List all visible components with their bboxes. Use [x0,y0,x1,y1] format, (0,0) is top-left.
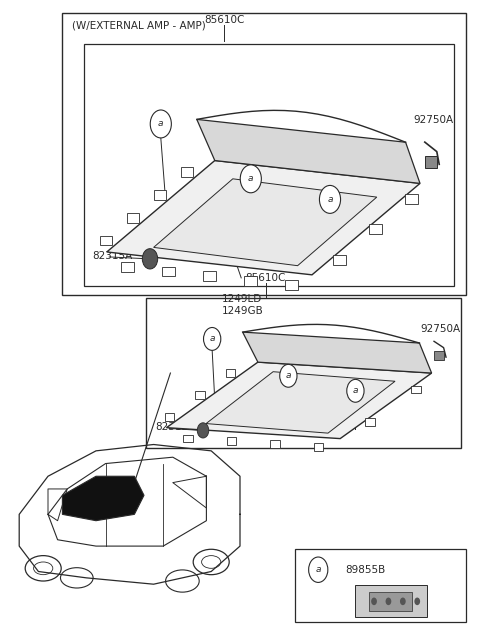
Circle shape [280,364,297,387]
Circle shape [371,598,377,605]
Polygon shape [243,332,432,373]
Bar [333,255,346,265]
Circle shape [142,249,157,269]
Text: 85610C: 85610C [204,15,245,25]
Circle shape [320,185,341,213]
Bar [180,167,193,177]
Text: a: a [158,119,164,128]
Polygon shape [206,371,395,433]
Polygon shape [154,179,377,265]
Bar [270,440,280,448]
Circle shape [150,110,171,138]
Bar [183,435,193,443]
Bar [244,276,257,286]
Bar [295,549,466,622]
Bar [369,224,382,234]
Bar [100,236,112,246]
Text: a: a [327,195,333,204]
Text: a: a [286,371,291,380]
Bar [62,13,466,295]
Circle shape [414,598,420,605]
Bar [285,280,298,290]
Bar [226,370,235,377]
Bar [369,592,412,611]
Bar [195,391,205,399]
Circle shape [400,598,406,605]
Bar [127,213,139,223]
Text: 85610C: 85610C [246,272,286,283]
Text: a: a [248,175,253,184]
Text: 1249LD
1249GB: 1249LD 1249GB [222,294,264,316]
Text: (W/EXTERNAL AMP - AMP): (W/EXTERNAL AMP - AMP) [72,20,206,30]
Bar [146,298,461,448]
Text: 82315A: 82315A [92,251,132,260]
Text: 92750A: 92750A [420,324,460,333]
Bar [227,438,236,445]
Polygon shape [167,362,432,439]
Circle shape [347,379,364,402]
Bar [411,385,421,393]
Polygon shape [197,119,420,184]
Circle shape [385,598,391,605]
Circle shape [240,165,261,193]
Text: 89855B: 89855B [346,565,386,575]
Bar [154,190,166,200]
Text: a: a [353,386,358,396]
Bar [84,44,454,286]
Bar [434,352,444,361]
Text: a: a [315,565,321,574]
Text: 82315A: 82315A [155,422,195,432]
Circle shape [197,423,209,438]
Bar [355,585,427,617]
Text: 92750A: 92750A [413,115,454,125]
Bar [313,443,323,451]
Circle shape [204,328,221,351]
Polygon shape [107,161,420,275]
Bar [405,194,418,204]
Circle shape [309,557,328,582]
Bar [162,267,175,276]
Bar [121,262,133,272]
Bar [203,271,216,281]
Polygon shape [62,476,144,521]
Text: a: a [209,335,215,344]
Bar [165,413,175,420]
Bar [425,156,437,168]
Bar [365,418,375,426]
